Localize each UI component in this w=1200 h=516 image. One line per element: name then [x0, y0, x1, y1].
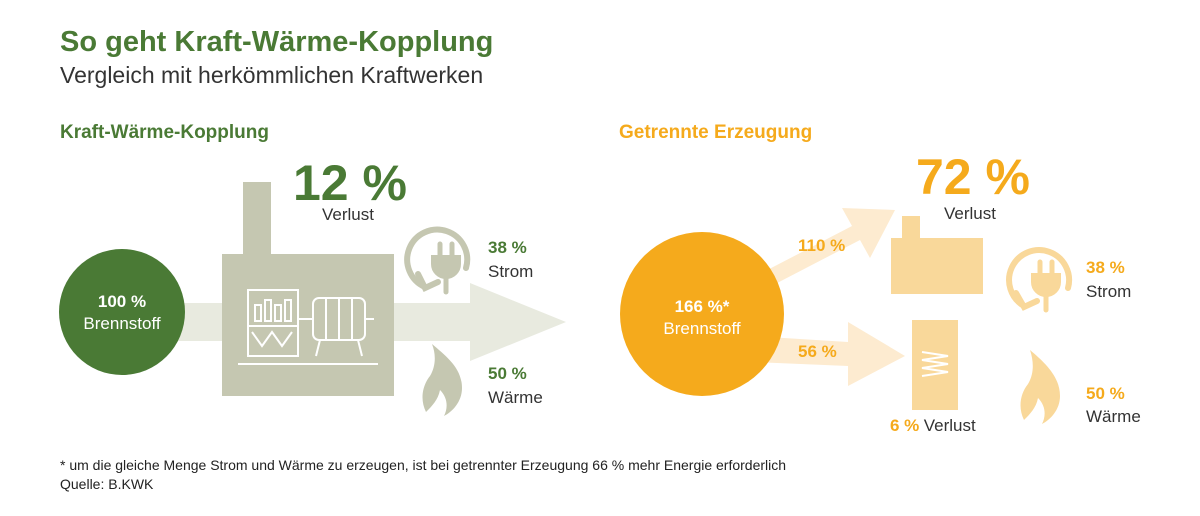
chp-fuel-circle [59, 249, 185, 375]
sep-loss-label: Verlust [944, 204, 996, 223]
chp-fuel-text: 100 % Brennstoff [59, 291, 185, 335]
chp-power-percent: 38 % [488, 238, 527, 257]
sep-flow-power-percent: 110 % [798, 236, 846, 255]
flame-icon [1020, 350, 1060, 424]
page-subtitle: Vergleich mit herkömmlichen Kraftwerken [60, 62, 484, 88]
sep-flow-arrow-heat [752, 322, 905, 386]
source-note: Quelle: B.KWK [60, 476, 154, 492]
plug-cycle-icon [1006, 247, 1073, 313]
chp-loss-label: Verlust [322, 205, 374, 224]
turbine-icon [238, 289, 378, 365]
sep-fuel-circle [620, 232, 784, 396]
section-heading-chp: Kraft-Wärme-Kopplung [60, 122, 269, 143]
chp-loss-percent: 12 % [293, 155, 407, 211]
flame-icon [422, 344, 462, 416]
boiler-coil-icon [912, 320, 958, 410]
factory-icon [891, 216, 983, 294]
sep-flow-arrow-power [752, 208, 895, 296]
sep-fuel-percent: 166 %* [674, 297, 730, 316]
sep-heat-label: Wärme [1086, 407, 1141, 426]
footnote: * um die gleiche Menge Strom und Wärme z… [60, 457, 787, 473]
page-title: So geht Kraft-Wärme-Kopplung [60, 26, 494, 58]
chp-power-label: Strom [488, 262, 534, 281]
sep-power-percent: 38 % [1086, 258, 1125, 277]
sep-loss-percent: 72 % [916, 149, 1030, 205]
chp-heat-percent: 50 % [488, 364, 527, 383]
chp-fuel-percent: 100 % [97, 292, 147, 311]
sep-fuel-text: 166 %* Brennstoff [620, 296, 784, 340]
chp-fuel-label: Brennstoff [83, 314, 161, 333]
chp-heat-label: Wärme [488, 388, 543, 407]
sep-fuel-label: Brennstoff [663, 319, 741, 338]
sep-boiler-loss: 6 % Verlust [890, 416, 976, 436]
sep-boiler-loss-label: Verlust [923, 416, 976, 435]
sep-heat-percent: 50 % [1086, 384, 1125, 403]
plug-cycle-icon [404, 226, 471, 295]
section-heading-separate: Getrennte Erzeugung [619, 122, 813, 143]
sep-flow-heat-percent: 56 % [798, 342, 837, 361]
sep-boiler-loss-percent: 6 % [890, 416, 920, 435]
sep-power-label: Strom [1086, 282, 1132, 301]
